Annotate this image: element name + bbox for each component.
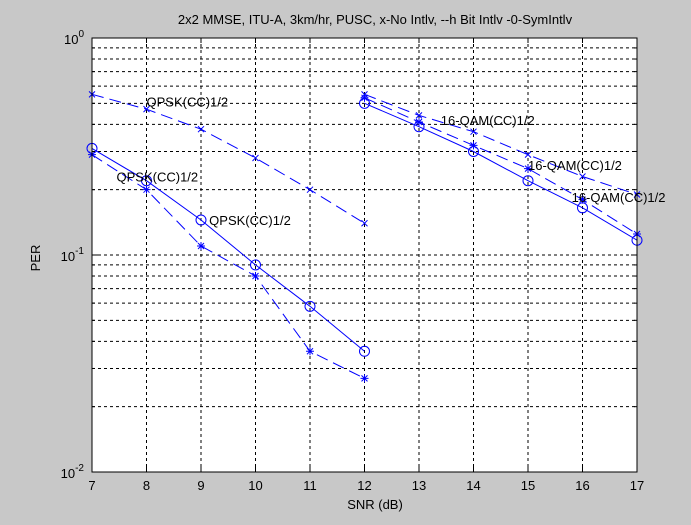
chart-title: 2x2 MMSE, ITU-A, 3km/hr, PUSC, x-No Intl…	[178, 12, 573, 27]
data-point	[197, 125, 205, 133]
data-point	[359, 345, 370, 357]
annotations: QPSK(CC)1/2 QPSK(CC)1/2 QPSK(CC)1/2 16-QAM(…	[117, 94, 666, 228]
data-point	[468, 145, 479, 157]
data-point	[304, 300, 316, 312]
series-16qam-symintlv	[359, 97, 643, 246]
x-tick-label: 13	[412, 478, 426, 493]
data-point	[415, 112, 423, 119]
series-qpsk-nointlv	[88, 90, 368, 227]
data-point	[250, 259, 261, 271]
annotation-label: QPSK(CC)1/2	[209, 213, 291, 228]
x-tick-label: 7	[88, 478, 95, 493]
series-qpsk-bitintlv	[88, 150, 369, 383]
y-axis-label: PER	[28, 245, 43, 272]
annotation-label: 16-QAM(CC)1/2	[572, 190, 666, 205]
data-point	[413, 121, 425, 133]
series-line	[91, 93, 365, 224]
x-tick-label: 15	[521, 478, 535, 493]
data-point	[359, 97, 370, 109]
data-series	[86, 90, 643, 383]
data-point	[361, 219, 368, 227]
series-line	[91, 154, 365, 379]
annotation-label: QPSK(CC)1/2	[147, 94, 229, 109]
data-point	[524, 164, 532, 173]
data-point	[197, 242, 205, 251]
series-line	[364, 93, 638, 195]
x-tick-label: 14	[466, 478, 480, 493]
data-point	[579, 173, 586, 180]
data-point	[252, 154, 259, 162]
series-line	[364, 102, 638, 241]
x-tick-label: 12	[357, 478, 371, 493]
y-tick-label: 10-2	[61, 463, 85, 481]
data-point	[524, 151, 532, 159]
series-16qam-nointlv	[361, 90, 641, 198]
x-tick-label: 9	[197, 478, 204, 493]
x-tick-label: 16	[575, 478, 589, 493]
data-point	[469, 141, 478, 150]
series-line	[364, 97, 638, 235]
annotation-label: QPSK(CC)1/2	[117, 170, 199, 185]
x-tick-label: 11	[303, 478, 317, 493]
data-point	[306, 347, 314, 356]
data-point	[142, 185, 151, 194]
x-tick-label: 17	[630, 478, 644, 493]
series-line	[91, 147, 365, 352]
axis-ticks: 7 8 9 10 11 12 13 14 15 16 17 10-2 10-1 100	[61, 29, 645, 493]
annotation-label: 16-QAM(CC)1/2	[528, 158, 622, 173]
data-point	[577, 202, 588, 214]
y-tick-label: 100	[64, 29, 84, 47]
annotation-label: 16-QAM(CC)1/2	[441, 113, 535, 128]
x-tick-label: 8	[143, 478, 150, 493]
data-point	[578, 195, 587, 204]
data-point	[251, 272, 260, 281]
x-tick-label: 10	[248, 478, 262, 493]
data-point	[470, 128, 477, 136]
data-point	[306, 186, 314, 194]
data-point	[141, 175, 152, 187]
data-point	[360, 374, 369, 383]
x-axis-label: SNR (dB)	[347, 497, 403, 512]
grid-lines	[92, 38, 637, 472]
data-point	[143, 105, 150, 113]
y-tick-label: 10-1	[61, 246, 85, 264]
data-point	[195, 214, 207, 226]
data-point	[522, 175, 534, 187]
